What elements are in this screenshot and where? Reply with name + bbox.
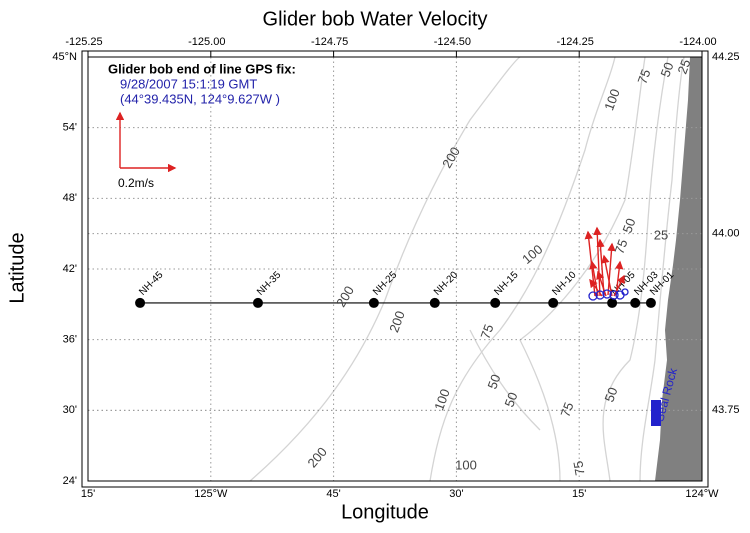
right-tick-label: 44.25 [712,51,740,63]
station [490,297,501,308]
contour-label: 100 [431,387,453,413]
top-tick-label: -124.00 [679,36,716,48]
contour-label: 75 [634,67,653,86]
contour-label: 25 [654,227,668,242]
station [429,297,440,308]
contour-label: 50 [501,390,520,409]
bottom-tick-label: 45' [326,488,340,500]
contour-label: 200 [386,309,408,335]
station [368,297,379,308]
left-tick-label: 48' [63,192,77,204]
station [645,297,656,308]
velocity-vectors [584,226,625,297]
outer-frame [81,50,709,488]
station [630,297,641,308]
contour-label: 75 [477,322,496,341]
left-tick-label: 42' [63,263,77,275]
legend-time: 9/28/2007 15:1:19 GMT [120,76,257,91]
map-frame [87,56,703,482]
contour-label: 75 [570,460,587,477]
legend-position: (44°39.435N, 124°9.627W ) [120,91,280,106]
left-tick-label: 54' [63,122,77,134]
contour-label: 100 [601,87,623,113]
right-tick-label: 43.75 [712,404,740,416]
contour-label: 75 [557,400,576,419]
glider-track [588,288,661,426]
left-tick-label: 45°N [52,51,77,63]
contour-label: 50 [484,372,503,391]
station [548,297,559,308]
station [135,297,146,308]
legend-heading: Glider bob end of line GPS fix: [108,61,296,76]
contour-label: 50 [619,216,638,235]
bottom-tick-label: 124°W [685,488,719,500]
right-tick-label: 44.00 [712,228,740,240]
y-axis-label: Latitude [6,232,28,303]
bottom-tick-label: 30' [449,488,463,500]
x-axis-label: Longitude [341,501,429,523]
left-tick-label: 24' [63,475,77,487]
grid [88,57,702,481]
top-tick-label: -125.25 [65,36,102,48]
contours [249,56,685,482]
seal-rock-track [651,400,661,426]
contour-label: 100 [455,457,477,472]
left-tick-label: 36' [63,334,77,346]
scale-label: 0.2m/s [118,176,154,190]
chart-title: Glider bob Water Velocity [263,8,488,30]
top-tick-label: -124.50 [434,36,471,48]
contour-label: 50 [601,385,620,404]
bottom-tick-label: 15' [81,488,95,500]
top-tick-label: -124.25 [557,36,594,48]
station [252,297,263,308]
contour-label: 75 [611,237,630,256]
left-tick-label: 30' [63,404,77,416]
contour-label: 50 [657,60,676,79]
bottom-tick-label: 125°W [194,488,228,500]
top-tick-label: -124.75 [311,36,348,48]
station [607,297,618,308]
top-tick-label: -125.00 [188,36,225,48]
bottom-tick-label: 15' [572,488,586,500]
contour-label: 25 [674,57,693,76]
